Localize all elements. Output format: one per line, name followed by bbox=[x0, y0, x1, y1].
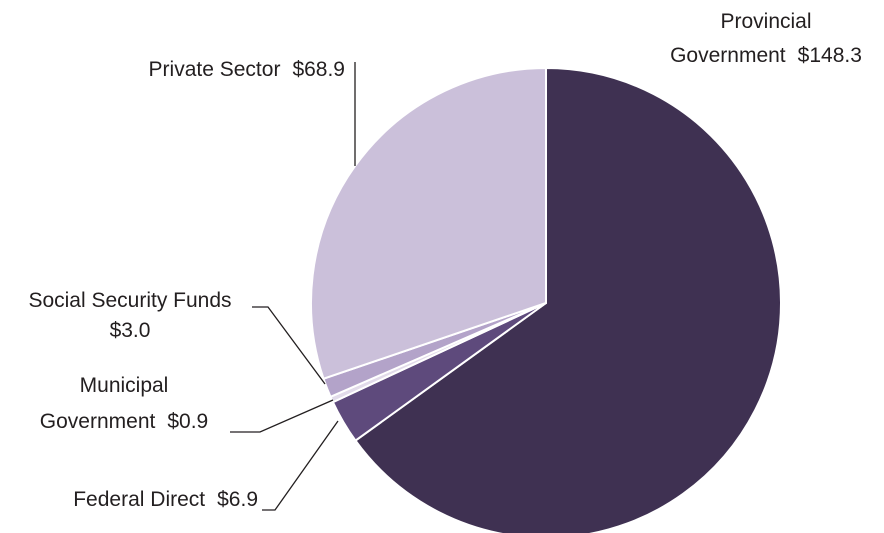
slice-label: Social Security Funds $3.0 bbox=[0, 286, 260, 346]
value-label: $0.9 bbox=[167, 410, 209, 433]
value-label: $3.0 bbox=[109, 319, 151, 342]
category-name: Municipal Government bbox=[39, 374, 169, 433]
value-label: $6.9 bbox=[217, 488, 258, 511]
leader-line bbox=[262, 420, 339, 511]
value-label: $148.3 bbox=[797, 44, 862, 67]
category-name: Provincial Government bbox=[670, 10, 812, 67]
category-name: Private Sector bbox=[148, 58, 281, 81]
leader-line bbox=[230, 399, 334, 433]
pie-slice bbox=[310, 66, 547, 380]
slice-label: Municipal Government $0.9 bbox=[29, 368, 219, 440]
slice-label: Provincial Government $148.3 bbox=[664, 5, 868, 73]
slices bbox=[310, 66, 782, 533]
slice-label: Private Sector $68.9 bbox=[0, 58, 345, 82]
leader-line bbox=[252, 306, 326, 385]
category-name: Federal Direct bbox=[73, 488, 206, 511]
category-name: Social Security Funds bbox=[28, 289, 232, 312]
pie-slice bbox=[354, 66, 782, 533]
slice-label: Federal Direct $6.9 bbox=[0, 488, 258, 512]
value-label: $68.9 bbox=[292, 58, 345, 81]
